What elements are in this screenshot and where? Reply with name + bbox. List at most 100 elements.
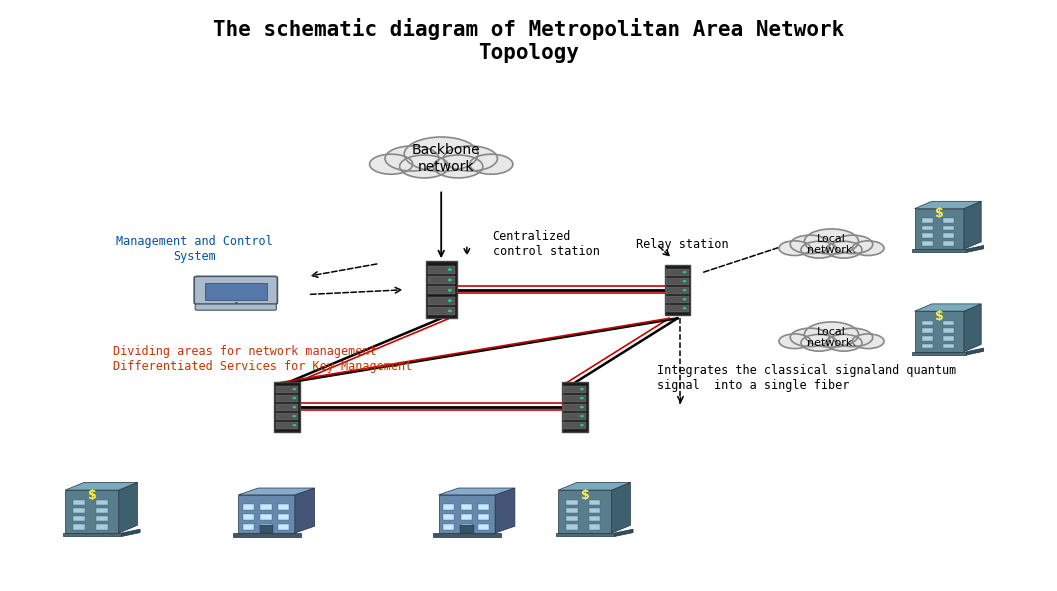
- Polygon shape: [239, 495, 295, 533]
- Polygon shape: [964, 304, 981, 352]
- Bar: [260, 525, 274, 533]
- Polygon shape: [439, 488, 515, 495]
- Text: Management and Control
System: Management and Control System: [116, 235, 273, 263]
- Bar: [96, 508, 108, 514]
- Bar: [478, 504, 489, 510]
- Bar: [665, 265, 690, 315]
- Text: $: $: [935, 310, 944, 323]
- Text: Backbone
network: Backbone network: [412, 144, 481, 174]
- Bar: [73, 508, 85, 514]
- Circle shape: [580, 424, 583, 426]
- Bar: [567, 500, 578, 505]
- Polygon shape: [239, 488, 315, 495]
- Text: $: $: [88, 489, 96, 502]
- Polygon shape: [122, 529, 141, 537]
- Bar: [278, 514, 290, 520]
- Bar: [443, 504, 455, 510]
- Text: Relay station: Relay station: [636, 238, 729, 251]
- Bar: [443, 514, 455, 520]
- Bar: [428, 266, 455, 274]
- Bar: [922, 336, 933, 341]
- Circle shape: [293, 424, 296, 426]
- Bar: [589, 524, 600, 530]
- Bar: [922, 241, 933, 246]
- Bar: [563, 413, 586, 420]
- Circle shape: [448, 310, 451, 311]
- Bar: [96, 524, 108, 530]
- Bar: [278, 524, 290, 530]
- Circle shape: [293, 407, 296, 408]
- Text: Dividing areas for network management
Differentiated Services for Key Management: Dividing areas for network management Di…: [112, 345, 412, 373]
- Bar: [260, 504, 272, 510]
- Circle shape: [448, 300, 451, 301]
- Bar: [428, 276, 455, 284]
- Bar: [243, 514, 254, 520]
- Bar: [666, 278, 689, 285]
- Bar: [478, 524, 489, 530]
- Bar: [567, 524, 578, 530]
- Polygon shape: [914, 311, 964, 352]
- Circle shape: [791, 235, 830, 254]
- Text: Integrates the classical signaland quantum
signal  into a single fiber: Integrates the classical signaland quant…: [656, 364, 957, 392]
- Bar: [589, 517, 600, 521]
- Bar: [428, 286, 455, 294]
- Polygon shape: [556, 533, 614, 537]
- Bar: [73, 500, 85, 505]
- Bar: [943, 328, 953, 333]
- Circle shape: [791, 328, 830, 346]
- Circle shape: [580, 388, 583, 389]
- Bar: [205, 282, 266, 300]
- Polygon shape: [66, 490, 118, 533]
- Bar: [260, 524, 272, 530]
- Circle shape: [293, 415, 296, 417]
- Polygon shape: [966, 348, 984, 355]
- Polygon shape: [912, 249, 966, 252]
- Circle shape: [801, 335, 837, 351]
- Bar: [922, 226, 933, 230]
- Bar: [589, 500, 600, 505]
- Circle shape: [404, 137, 478, 171]
- Circle shape: [448, 290, 451, 291]
- Circle shape: [804, 322, 858, 347]
- Polygon shape: [118, 482, 137, 533]
- Bar: [563, 385, 586, 392]
- Bar: [443, 524, 455, 530]
- Circle shape: [444, 146, 498, 171]
- Bar: [666, 269, 689, 275]
- Bar: [943, 343, 953, 349]
- Bar: [666, 296, 689, 303]
- Text: $: $: [935, 207, 944, 220]
- Bar: [943, 320, 953, 326]
- Bar: [943, 336, 953, 341]
- Bar: [943, 226, 953, 230]
- Bar: [461, 524, 472, 530]
- Circle shape: [833, 235, 873, 254]
- Circle shape: [580, 415, 583, 417]
- Circle shape: [833, 328, 873, 346]
- Bar: [478, 514, 489, 520]
- Polygon shape: [612, 482, 630, 533]
- Circle shape: [684, 298, 686, 300]
- Bar: [922, 320, 933, 326]
- Circle shape: [433, 155, 483, 178]
- Text: $: $: [580, 489, 590, 502]
- Polygon shape: [614, 529, 633, 537]
- Bar: [563, 421, 586, 428]
- Bar: [276, 385, 298, 392]
- Polygon shape: [439, 495, 495, 533]
- Polygon shape: [233, 533, 300, 537]
- Polygon shape: [964, 202, 981, 249]
- Polygon shape: [966, 245, 984, 252]
- Polygon shape: [914, 202, 981, 209]
- Circle shape: [852, 334, 884, 349]
- Circle shape: [400, 155, 449, 178]
- Bar: [922, 233, 933, 238]
- Bar: [943, 241, 953, 246]
- Bar: [567, 517, 578, 521]
- Polygon shape: [558, 490, 612, 533]
- Bar: [461, 504, 472, 510]
- Polygon shape: [558, 482, 630, 490]
- Circle shape: [826, 335, 861, 351]
- Circle shape: [804, 229, 858, 254]
- Bar: [243, 504, 254, 510]
